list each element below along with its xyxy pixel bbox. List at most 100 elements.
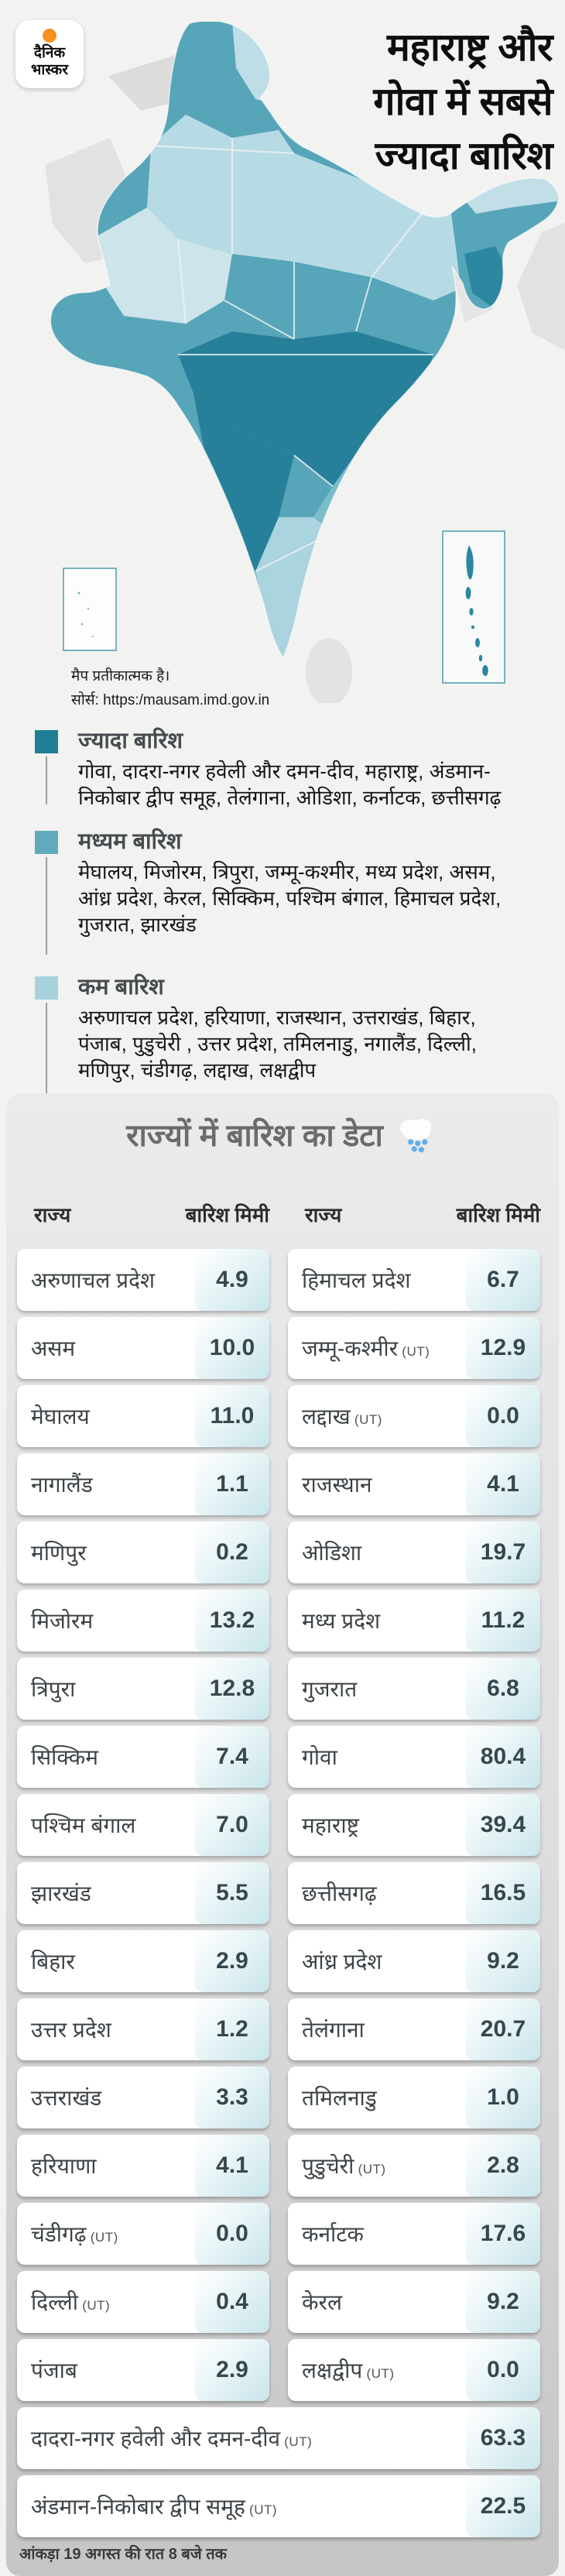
table-row: मणिपुर 0.2 [17,1521,269,1583]
state-name: लद्दाख (UT) [302,1405,382,1429]
state-name: पंजाब [31,2358,77,2382]
table-row: असम 10.0 [17,1317,269,1379]
table-row: झारखंड 5.5 [17,1862,269,1924]
table-row: चंडीगढ़ (UT) 0.0 [17,2203,269,2265]
state-name: गुजरात [302,1677,358,1701]
state-name: सिक्किम [31,1745,98,1769]
dainik-bhaskar-logo: दैनिक भास्कर [15,20,84,88]
rain-value: 12.8 [195,1658,269,1720]
page-title: महाराष्ट्र और गोवा में सबसे ज्यादा बारिश [220,20,553,183]
state-name: असम [31,1336,76,1360]
table-row: पश्चिम बंगाल 7.0 [17,1794,269,1856]
column-header-rain: बारिश मिमी [456,1203,540,1226]
state-name: दादरा-नगर हवेली और दमन-दीव (UT) [31,2427,313,2451]
state-name: दिल्ली (UT) [31,2290,111,2314]
table-row: जम्मू-कश्मीर (UT) 12.9 [288,1317,540,1379]
rain-value: 9.2 [466,1930,540,1992]
state-name: हरियाणा [31,2154,97,2178]
table-row: मध्य प्रदेश 11.2 [288,1590,540,1652]
rain-value: 0.0 [466,1385,540,1447]
rain-value: 22.5 [466,2475,540,2537]
table-row: लद्दाख (UT) 0.0 [288,1385,540,1447]
table-row: तमिलनाडु 1.0 [288,2067,540,2128]
table-row: ओडिशा 19.7 [288,1521,540,1583]
logo-line2: भास्कर [30,62,69,78]
rain-value: 19.7 [466,1521,540,1583]
table-row: अंडमान-निकोबार द्वीप समूह (UT) 22.5 [17,2475,540,2537]
table-row: पुडुचेरी (UT) 2.8 [288,2135,540,2197]
state-name: पश्चिम बंगाल [31,1813,136,1837]
rain-value: 16.5 [466,1862,540,1924]
rain-value: 4.9 [195,1249,269,1311]
rain-value: 9.2 [466,2271,540,2333]
rain-value: 6.7 [466,1249,540,1311]
rain-value: 4.1 [195,2135,269,2197]
lakshadweep-inset [63,568,117,651]
rain-value: 2.9 [195,1930,269,1992]
state-name: अरुणाचल प्रदेश [31,1268,156,1292]
legend-states: मेघालय, मिजोरम, त्रिपुरा, जम्मू-कश्मीर, … [78,860,502,936]
table-row: उत्तर प्रदेश 1.2 [17,1998,269,2060]
table-row: हरियाणा 4.1 [17,2135,269,2197]
state-name: जम्मू-कश्मीर (UT) [302,1336,430,1360]
map-source: सोर्स: https:/mausam.imd.gov.in [71,692,270,708]
rain-value: 4.1 [466,1453,540,1515]
table-row: हिमाचल प्रदेश 6.7 [288,1249,540,1311]
andaman-nicobar-inset [442,530,505,684]
rain-value: 63.3 [466,2407,540,2469]
state-name: बिहार [31,1950,75,1974]
rain-value: 80.4 [466,1726,540,1788]
legend-connector [46,1003,47,1100]
map-disclaimer: मैप प्रतीकात्मक है। [71,668,170,684]
high-rain-swatch [35,730,58,753]
table-row: लक्षद्वीप (UT) 0.0 [288,2339,540,2401]
ut-tag: (UT) [350,1412,382,1427]
state-name: तेलंगाना [302,2018,365,2042]
table-fullwidth-rows: दादरा-नगर हवेली और दमन-दीव (UT) 63.3 अंडमा… [17,2407,540,2537]
state-name: तमिलनाडु [302,2086,377,2110]
legend-label: मध्यम बारिश [78,829,182,854]
state-name: उत्तराखंड [31,2086,102,2110]
table-left-column: अरुणाचल प्रदेश 4.9 असम 10.0 मेघालय 11.0 नागालै… [17,1249,269,2401]
legend-label: कम बारिश [78,975,164,1000]
table-row: गुजरात 6.8 [288,1658,540,1720]
rain-value: 13.2 [195,1590,269,1652]
state-name: उत्तर प्रदेश [31,2018,111,2042]
state-name: कर्नाटक [302,2222,364,2246]
title-line: गोवा में सबसे [373,80,553,123]
india-outline [50,22,559,660]
state-name: महाराष्ट्र [302,1813,359,1837]
data-timestamp-note: आंकड़ा 19 अगस्त की रात 8 बजे तक [19,2546,227,2563]
legend-connector [46,756,47,804]
table-row: केरल 9.2 [288,2271,540,2333]
state-name: मणिपुर [31,1541,87,1565]
state-name: राजस्थान [302,1473,372,1497]
table-row: गोवा 80.4 [288,1726,540,1788]
state-name: नागालैंड [31,1473,93,1497]
table-row: दादरा-नगर हवेली और दमन-दीव (UT) 63.3 [17,2407,540,2469]
legend-label: ज्यादा बारिश [78,729,183,753]
table-row: कर्नाटक 17.6 [288,2203,540,2265]
table-row: महाराष्ट्र 39.4 [288,1794,540,1856]
ut-tag: (UT) [280,2434,313,2449]
legend-states: अरुणाचल प्रदेश, हरियाणा, राजस्थान, उत्तर… [78,1006,478,1082]
state-name: मेघालय [31,1405,90,1429]
rain-value: 1.2 [195,1998,269,2060]
title-line: ज्यादा बारिश [375,134,553,177]
legend-connector [46,857,47,955]
rain-cloud-icon [399,1118,431,1153]
rain-value: 0.0 [195,2203,269,2265]
state-name: हिमाचल प्रदेश [302,1268,411,1292]
table-right-column: हिमाचल प्रदेश 6.7 जम्मू-कश्मीर (UT) 12.9 लद्… [288,1249,540,2401]
table-row: नागालैंड 1.1 [17,1453,269,1515]
region-high-karnataka [193,393,294,571]
rain-value: 7.4 [195,1726,269,1788]
rain-value: 39.4 [466,1794,540,1856]
rain-value: 1.1 [195,1453,269,1515]
table-row: मेघालय 11.0 [17,1385,269,1447]
table-row: आंध्र प्रदेश 9.2 [288,1930,540,1992]
region-low-rajasthan [93,208,232,324]
table-row: मिजोरम 13.2 [17,1590,269,1652]
table-row: छत्तीसगढ़ 16.5 [288,1862,540,1924]
ut-tag: (UT) [245,2502,278,2517]
